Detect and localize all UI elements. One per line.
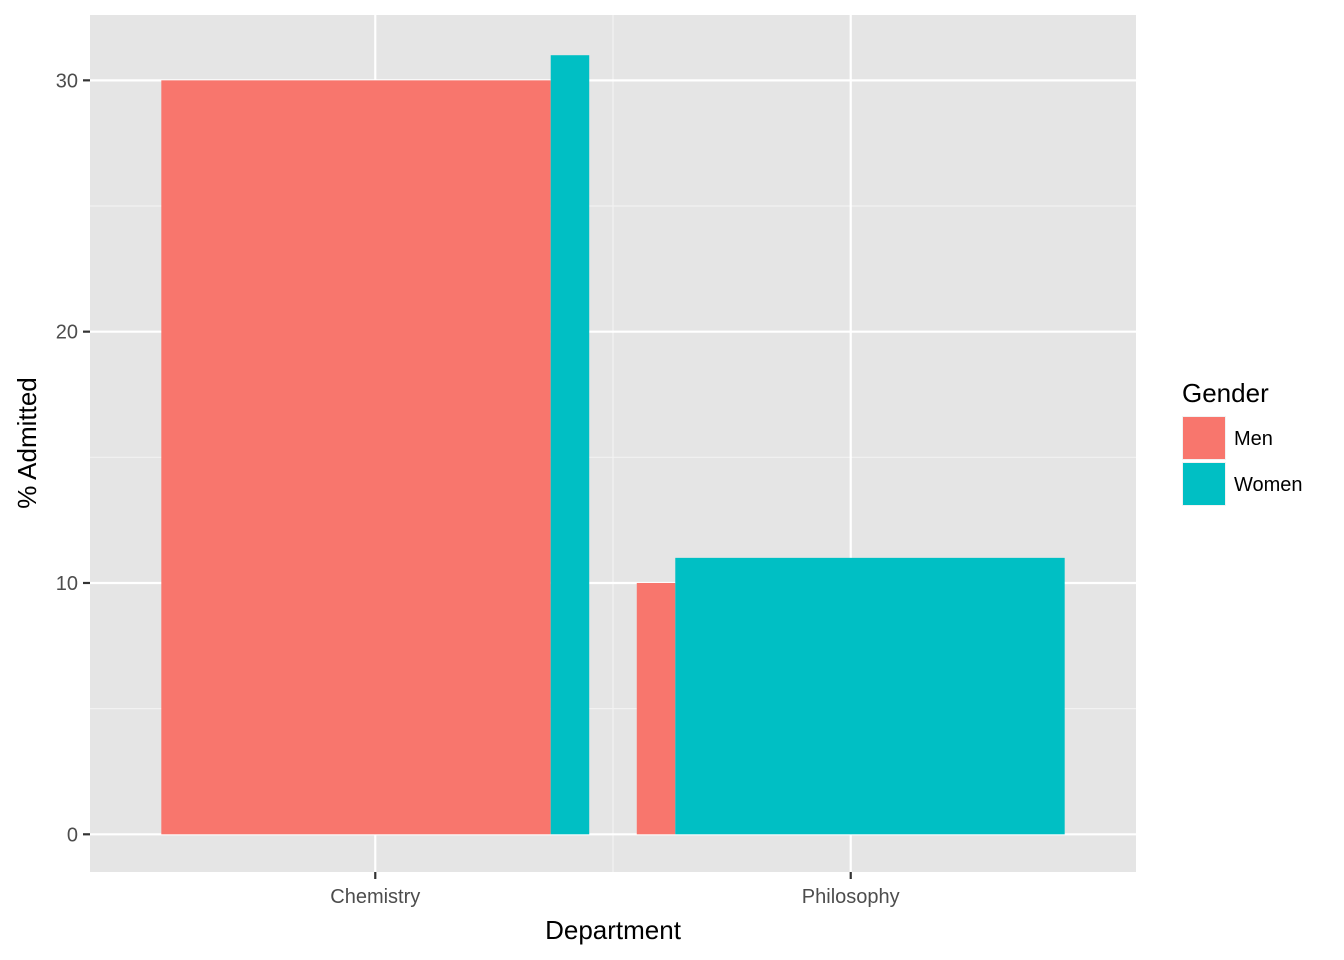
legend-title: Gender bbox=[1182, 378, 1269, 408]
bar-men-philosophy bbox=[636, 582, 676, 835]
bars bbox=[161, 55, 1065, 835]
legend-label-men: Men bbox=[1234, 428, 1273, 450]
bar-men-chemistry bbox=[161, 80, 551, 835]
x-tick-label: Philosophy bbox=[802, 886, 900, 908]
bar-women-philosophy bbox=[675, 557, 1065, 835]
legend: Gender Men Women bbox=[1182, 378, 1303, 506]
bar-women-chemistry bbox=[550, 55, 590, 835]
y-tick-label: 30 bbox=[56, 70, 78, 92]
y-axis-title: % Admitted bbox=[12, 377, 42, 509]
y-tick-label: 10 bbox=[56, 573, 78, 595]
legend-swatch-women bbox=[1183, 463, 1225, 505]
y-tick-label: 20 bbox=[56, 322, 78, 344]
x-axis-title: Department bbox=[545, 915, 682, 945]
y-axis: 0 10 20 30 bbox=[56, 70, 90, 846]
y-tick-label: 0 bbox=[67, 824, 78, 846]
x-axis: Chemistry Philosophy bbox=[330, 872, 900, 908]
x-tick-label: Chemistry bbox=[330, 886, 420, 908]
legend-label-women: Women bbox=[1234, 474, 1303, 496]
legend-swatch-men bbox=[1183, 417, 1225, 459]
